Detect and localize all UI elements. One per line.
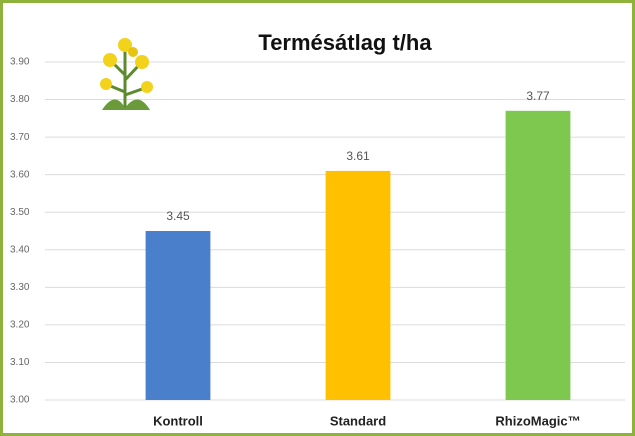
- y-tick-label: 3.30: [10, 282, 30, 293]
- x-tick-label: Standard: [330, 413, 386, 428]
- value-label: 3.77: [526, 89, 550, 103]
- y-tick-label: 3.90: [10, 57, 30, 68]
- y-tick-label: 3.80: [10, 94, 30, 105]
- y-tick-label: 3.50: [10, 207, 30, 218]
- y-tick-label: 3.20: [10, 320, 30, 331]
- y-tick-label: 3.60: [10, 169, 30, 180]
- value-label: 3.61: [346, 149, 370, 163]
- y-tick-label: 3.10: [10, 357, 30, 368]
- x-tick-label: Kontroll: [153, 413, 203, 428]
- y-tick-label: 3.40: [10, 244, 30, 255]
- chart-title: Termésátlag t/ha: [258, 30, 432, 55]
- y-tick-label: 3.70: [10, 132, 30, 143]
- y-tick-label: 3.00: [10, 395, 30, 406]
- x-tick-label: RhizoMagic™: [495, 413, 580, 428]
- flower-icon: [100, 38, 153, 110]
- bar: [325, 170, 391, 400]
- bar: [505, 110, 571, 401]
- bar: [145, 231, 211, 400]
- value-label: 3.45: [166, 209, 190, 223]
